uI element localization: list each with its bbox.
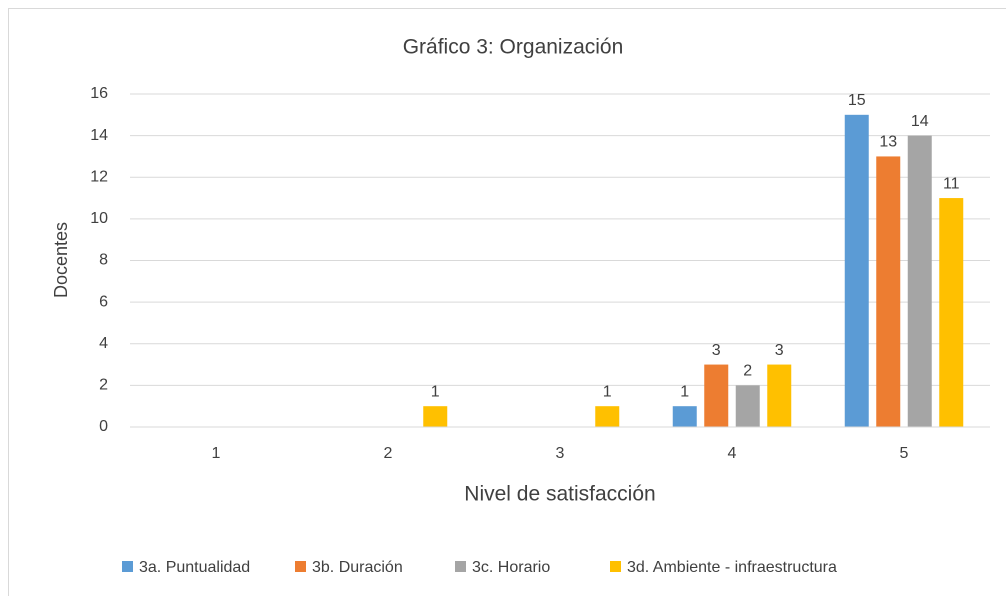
- y-tick-label: 8: [99, 252, 108, 269]
- legend-swatch: [610, 561, 621, 572]
- x-tick-label: 2: [384, 445, 393, 462]
- data-label: 1: [603, 383, 612, 400]
- y-tick-label: 2: [99, 377, 108, 394]
- bar: [876, 156, 901, 427]
- data-label: 11: [943, 175, 960, 192]
- y-tick-label: 10: [90, 210, 108, 227]
- bar: [907, 135, 932, 427]
- y-axis-title: Docentes: [51, 222, 71, 298]
- legend-label: 3a. Puntualidad: [139, 559, 250, 576]
- data-label: 3: [775, 342, 784, 359]
- y-tick-label: 14: [90, 127, 108, 144]
- y-tick-label: 16: [90, 85, 108, 102]
- bar: [939, 198, 964, 427]
- bar: [704, 364, 729, 427]
- legend-label: 3c. Horario: [472, 559, 550, 576]
- bar: [767, 364, 792, 427]
- data-label: 1: [680, 383, 689, 400]
- legend-swatch: [295, 561, 306, 572]
- data-label: 13: [879, 134, 897, 151]
- data-label: 14: [911, 113, 929, 130]
- bar: [735, 385, 760, 427]
- bar: [595, 406, 620, 427]
- bar: [423, 406, 448, 427]
- x-tick-label: 5: [900, 445, 909, 462]
- legend-swatch: [122, 561, 133, 572]
- bar: [844, 114, 869, 427]
- x-axis-title: Nivel de satisfacción: [464, 483, 655, 506]
- y-tick-label: 12: [90, 168, 108, 185]
- legend-label: 3d. Ambiente - infraestructura: [627, 559, 837, 576]
- x-tick-label: 4: [728, 445, 737, 462]
- data-label: 1: [431, 383, 440, 400]
- data-label: 2: [743, 363, 752, 380]
- data-label: 3: [712, 342, 721, 359]
- data-label: 15: [848, 92, 866, 109]
- y-tick-label: 4: [99, 335, 108, 352]
- y-tick-label: 6: [99, 293, 108, 310]
- x-tick-label: 3: [556, 445, 565, 462]
- legend-swatch: [455, 561, 466, 572]
- chart-title: Gráfico 3: Organización: [403, 36, 624, 59]
- x-tick-label: 1: [212, 445, 221, 462]
- bar: [672, 406, 697, 427]
- y-tick-label: 0: [99, 418, 108, 435]
- legend-label: 3b. Duración: [312, 559, 403, 576]
